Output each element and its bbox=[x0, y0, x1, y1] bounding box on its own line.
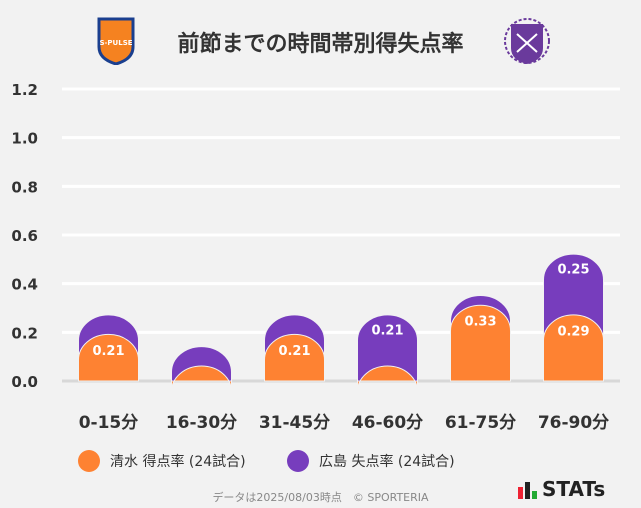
bar-hiroshima bbox=[357, 314, 418, 382]
svg-text:S-PULSE: S-PULSE bbox=[99, 39, 132, 47]
x-tick-label: 46-60分 bbox=[352, 413, 423, 433]
chart-title: 前節までの時間帯別得失点率 bbox=[177, 32, 464, 57]
data-label-hiroshima: 0.21 bbox=[371, 323, 403, 338]
bar-shimizu bbox=[264, 333, 325, 382]
legend-label: 広島 失点率 (24試合) bbox=[319, 454, 455, 470]
y-tick-label: 0.0 bbox=[11, 373, 38, 391]
bar-shimizu bbox=[543, 314, 604, 382]
data-label-shimizu: 0.21 bbox=[92, 344, 124, 359]
x-tick-label: 0-15分 bbox=[79, 413, 139, 433]
bar-shimizu bbox=[450, 304, 511, 382]
data-label-shimizu: 0.33 bbox=[464, 315, 496, 330]
data-label-hiroshima: 0.25 bbox=[557, 263, 589, 278]
stats-logo-icon bbox=[518, 482, 537, 499]
bar-shimizu bbox=[357, 365, 418, 392]
stats-brand: STATs bbox=[518, 477, 605, 501]
y-tick-label: 1.0 bbox=[11, 130, 38, 148]
bar-chart: 0.0 0.2 0.4 0.6 0.8 1.0 1.2 0.21 0-15分 16-30分 0.21… bbox=[11, 81, 620, 433]
legend-label: 清水 得点率 (24試合) bbox=[110, 454, 246, 470]
x-tick-label: 16-30分 bbox=[166, 413, 237, 433]
legend-swatch bbox=[78, 450, 100, 472]
footer-note: データは2025/08/03時点 © SPORTERIA bbox=[212, 491, 429, 504]
y-tick-label: 1.2 bbox=[11, 81, 38, 99]
y-tick-label: 0.8 bbox=[11, 178, 38, 196]
x-tick-label: 31-45分 bbox=[259, 413, 330, 433]
brand-text: STATs bbox=[542, 477, 606, 501]
legend-item-hiroshima: 広島 失点率 (24試合) bbox=[287, 450, 455, 472]
y-tick-label: 0.4 bbox=[11, 276, 38, 294]
y-tick-label: 0.2 bbox=[11, 324, 38, 342]
bar-shimizu bbox=[171, 365, 232, 392]
y-tick-label: 0.6 bbox=[11, 227, 38, 245]
bar-shimizu bbox=[78, 333, 139, 382]
home-team-logo: S-PULSE bbox=[97, 17, 135, 65]
x-tick-label: 61-75分 bbox=[445, 413, 516, 433]
legend-swatch bbox=[287, 450, 309, 472]
data-label-shimizu: 0.21 bbox=[278, 344, 310, 359]
data-label-shimizu: 0.29 bbox=[557, 324, 589, 339]
x-tick-label: 76-90分 bbox=[538, 413, 609, 433]
legend-item-shimizu: 清水 得点率 (24試合) bbox=[78, 450, 246, 472]
away-team-logo bbox=[504, 18, 550, 64]
